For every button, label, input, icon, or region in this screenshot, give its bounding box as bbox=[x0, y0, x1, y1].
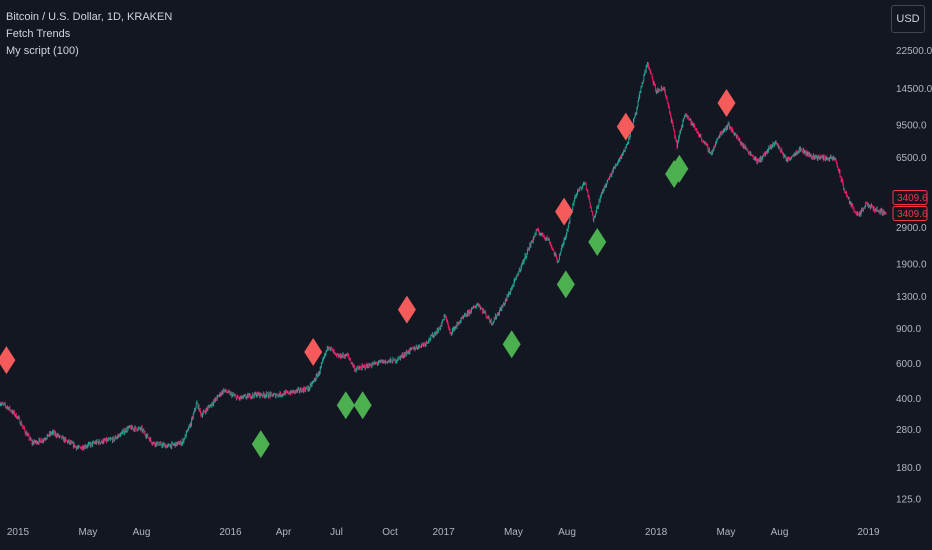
price-tick-label: 6500.0 bbox=[896, 153, 927, 164]
signal-markers-layer bbox=[0, 88, 736, 459]
sell-signal-marker bbox=[555, 197, 574, 226]
buy-signal-marker bbox=[353, 391, 372, 420]
indicator-my-script[interactable]: My script (100) bbox=[6, 45, 79, 57]
symbol-title[interactable]: Bitcoin / U.S. Dollar, 1D, KRAKEN bbox=[6, 11, 173, 23]
currency-button[interactable]: USD bbox=[891, 5, 925, 33]
buy-signal-marker bbox=[251, 430, 270, 459]
candles-layer bbox=[0, 61, 887, 451]
time-tick-label: May bbox=[716, 527, 735, 538]
price-tick-label: 14500.0 bbox=[896, 84, 932, 95]
price-tag-label: 3409.6 bbox=[897, 209, 928, 220]
buy-signal-marker bbox=[556, 270, 575, 299]
time-tick-label: Oct bbox=[382, 527, 398, 538]
price-axis[interactable]: 22500.0 14500.0 9500.0 6500.0 2900.0 1900.0 13… bbox=[896, 46, 932, 506]
time-tick-label: 2019 bbox=[857, 527, 880, 538]
time-tick-label: Jul bbox=[330, 527, 343, 538]
price-tag-box bbox=[892, 205, 928, 221]
price-tick-label: 22500.0 bbox=[896, 46, 932, 57]
buy-signal-marker bbox=[336, 391, 355, 420]
sell-signal-marker bbox=[397, 295, 416, 324]
price-tick-label: 1300.0 bbox=[896, 292, 927, 303]
price-tick-label: 2900.0 bbox=[896, 223, 927, 234]
time-tick-label: 2018 bbox=[645, 527, 668, 538]
buy-signal-marker bbox=[502, 330, 521, 359]
price-tag-label: 3409.6 bbox=[897, 193, 928, 204]
time-tick-label: 2015 bbox=[7, 527, 30, 538]
price-tags: 3409.6 3409.6 bbox=[892, 189, 928, 221]
sell-signal-marker bbox=[304, 338, 323, 367]
time-tick-label: May bbox=[78, 527, 97, 538]
time-tick-label: Aug bbox=[771, 527, 789, 538]
price-tick-label: 9500.0 bbox=[896, 120, 927, 131]
price-tick-label: 900.0 bbox=[896, 324, 921, 335]
time-tick-label: May bbox=[504, 527, 523, 538]
sell-signal-marker bbox=[717, 88, 736, 117]
time-tick-label: Aug bbox=[133, 527, 151, 538]
price-tick-label: 180.0 bbox=[896, 463, 921, 474]
buy-signal-marker bbox=[670, 154, 689, 183]
time-tick-label: Aug bbox=[558, 527, 576, 538]
price-tag-box bbox=[892, 189, 928, 205]
sell-signal-marker bbox=[0, 346, 16, 375]
price-tick-label: 600.0 bbox=[896, 359, 921, 370]
price-tick-label: 280.0 bbox=[896, 425, 921, 436]
price-tick-label: 125.0 bbox=[896, 495, 921, 506]
price-tick-label: 400.0 bbox=[896, 394, 921, 405]
time-tick-label: 2017 bbox=[432, 527, 455, 538]
time-axis[interactable]: 2015 May Aug 2016 Apr Jul Oct 2017 May Aug 2018 May… bbox=[7, 527, 880, 538]
sell-signal-marker bbox=[616, 112, 635, 141]
time-tick-label: Apr bbox=[276, 527, 292, 538]
price-tick-label: 1900.0 bbox=[896, 259, 927, 270]
buy-signal-marker bbox=[588, 227, 607, 256]
chart-legend: Bitcoin / U.S. Dollar, 1D, KRAKEN Fetch … bbox=[6, 9, 172, 60]
time-tick-label: 2016 bbox=[219, 527, 242, 538]
indicator-fetch-trends[interactable]: Fetch Trends bbox=[6, 28, 71, 40]
